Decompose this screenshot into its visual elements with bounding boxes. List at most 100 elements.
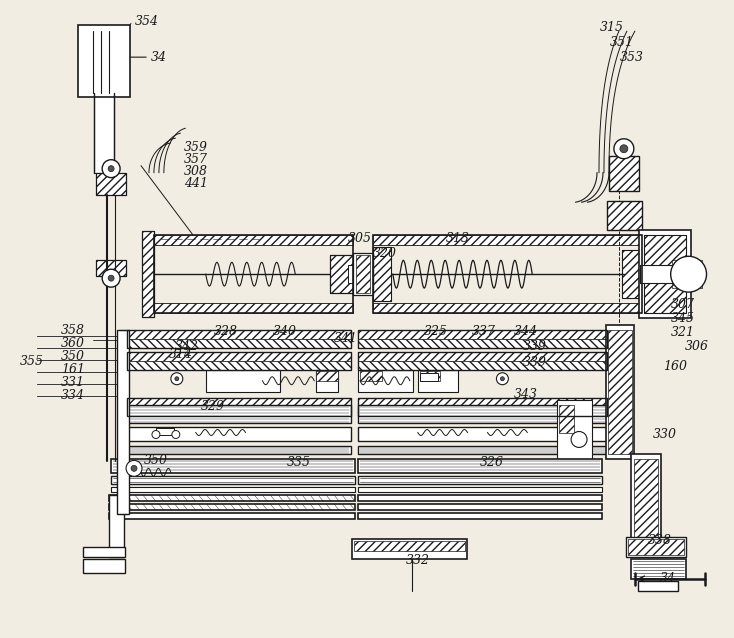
Bar [94, 93, 114, 173]
Bar [79, 26, 130, 97]
Bar [353, 253, 373, 295]
Bar [127, 330, 351, 339]
Bar [358, 339, 607, 348]
Bar [156, 427, 174, 436]
Bar [639, 230, 691, 318]
Text: 320: 320 [373, 248, 397, 260]
Bar [358, 352, 607, 370]
Bar [206, 370, 280, 392]
Bar [631, 559, 686, 579]
Bar [127, 397, 351, 415]
Bar [154, 235, 353, 313]
Circle shape [108, 166, 114, 172]
Text: 341: 341 [334, 332, 358, 345]
Bar [96, 260, 126, 276]
Text: 328: 328 [214, 325, 238, 338]
Circle shape [571, 431, 587, 447]
Text: 354: 354 [135, 15, 159, 28]
Bar [127, 330, 351, 348]
Text: 441: 441 [184, 177, 208, 189]
Text: 161: 161 [62, 363, 85, 376]
Bar [609, 156, 639, 191]
Bar [358, 427, 607, 441]
Text: 305: 305 [348, 232, 372, 246]
Text: 350: 350 [144, 454, 168, 468]
Bar [373, 248, 391, 301]
Text: 331: 331 [62, 376, 85, 389]
Bar [358, 504, 602, 510]
Bar [358, 404, 607, 422]
Bar [127, 339, 351, 348]
Bar [638, 581, 677, 591]
Bar [373, 235, 642, 246]
Circle shape [501, 377, 504, 381]
Bar [628, 539, 683, 555]
Text: 338: 338 [648, 534, 672, 547]
Text: 351: 351 [610, 36, 634, 49]
Bar [360, 371, 382, 381]
Bar [358, 330, 607, 348]
Text: 342: 342 [175, 340, 199, 353]
Bar [83, 559, 125, 573]
Bar [358, 477, 602, 484]
Text: 345: 345 [671, 312, 694, 325]
Bar [358, 397, 607, 415]
Bar [358, 397, 607, 406]
Circle shape [171, 373, 183, 385]
Text: 343: 343 [513, 388, 537, 401]
Bar [607, 200, 642, 230]
Bar [358, 495, 602, 501]
Bar [640, 265, 675, 283]
Bar [96, 173, 126, 195]
Bar [127, 404, 351, 422]
Bar [557, 399, 592, 459]
Bar [373, 248, 391, 301]
Bar [622, 250, 642, 298]
Bar [142, 232, 154, 317]
Bar [373, 235, 642, 313]
Bar [644, 235, 686, 313]
Text: 315: 315 [600, 21, 624, 34]
Bar [559, 404, 574, 433]
Text: 314: 314 [169, 348, 193, 361]
Bar [358, 330, 607, 339]
Bar [358, 447, 607, 454]
Bar [221, 371, 241, 381]
Bar [634, 459, 658, 549]
Text: 360: 360 [62, 337, 85, 350]
Text: 337: 337 [471, 325, 495, 338]
Bar [142, 232, 154, 317]
Circle shape [108, 275, 114, 281]
Bar [111, 459, 355, 473]
Bar [609, 156, 639, 191]
Circle shape [102, 160, 120, 177]
Text: 306: 306 [685, 340, 708, 353]
Bar [127, 352, 351, 370]
Circle shape [102, 269, 120, 287]
Bar [622, 250, 642, 298]
Text: 340: 340 [272, 325, 297, 338]
Bar [358, 513, 602, 519]
Bar [420, 373, 437, 381]
Bar [606, 325, 634, 459]
Bar [358, 459, 602, 473]
Circle shape [172, 431, 180, 438]
Bar [626, 537, 686, 557]
Bar [373, 303, 642, 313]
Circle shape [152, 431, 160, 438]
Text: 330: 330 [653, 427, 677, 440]
Text: 34: 34 [660, 572, 676, 585]
Bar [356, 255, 370, 293]
Bar [109, 495, 124, 557]
Bar [154, 303, 353, 313]
Text: 339: 339 [523, 340, 548, 353]
Text: 350: 350 [62, 350, 85, 363]
Bar [631, 454, 661, 554]
Bar [352, 539, 467, 559]
Text: 308: 308 [184, 165, 208, 177]
Circle shape [620, 145, 628, 152]
Text: 339: 339 [523, 356, 548, 369]
Bar [607, 200, 642, 230]
Text: 307: 307 [671, 298, 694, 311]
Bar [316, 371, 338, 381]
